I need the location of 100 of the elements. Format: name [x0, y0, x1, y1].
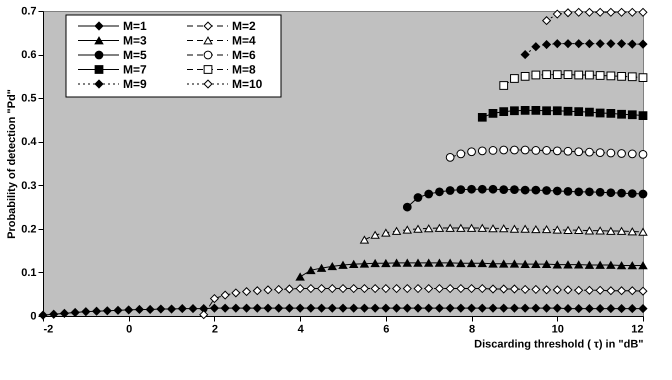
legend-label: M=5 — [123, 48, 148, 62]
point — [638, 150, 648, 159]
point — [585, 187, 594, 196]
point — [435, 258, 444, 267]
point — [638, 190, 648, 198]
point — [328, 284, 337, 293]
point — [414, 225, 422, 233]
point — [638, 286, 648, 296]
point — [628, 304, 637, 313]
point — [552, 10, 562, 18]
point — [628, 286, 637, 296]
point — [360, 236, 369, 244]
point — [510, 185, 519, 194]
point — [628, 110, 637, 120]
point — [402, 304, 412, 313]
point — [338, 284, 348, 293]
point — [606, 148, 616, 158]
point — [574, 304, 584, 313]
point — [467, 304, 476, 313]
point — [414, 284, 422, 293]
point — [552, 226, 562, 234]
point — [628, 150, 637, 158]
point — [574, 39, 584, 48]
point — [564, 70, 572, 79]
point — [370, 259, 380, 268]
point — [552, 260, 562, 268]
point — [531, 225, 540, 234]
point — [488, 304, 498, 313]
point — [596, 148, 605, 157]
point — [617, 39, 626, 48]
x-tick-label: 2 — [212, 324, 218, 336]
point — [381, 259, 390, 268]
point — [552, 39, 562, 48]
x-axis-title: Discarding threshold ( τ) in "dB" — [474, 338, 644, 350]
point — [317, 264, 326, 272]
point — [317, 304, 326, 313]
point — [338, 304, 348, 313]
point — [414, 304, 422, 313]
x-tick-label: 0 — [126, 324, 132, 336]
point — [564, 226, 572, 234]
point — [81, 307, 90, 316]
point — [424, 190, 434, 198]
point — [392, 227, 401, 235]
point — [531, 106, 540, 115]
point — [456, 224, 466, 232]
point — [552, 285, 562, 294]
point — [564, 187, 572, 196]
point — [606, 227, 616, 235]
point — [392, 258, 401, 267]
point — [274, 285, 284, 294]
point — [349, 260, 358, 268]
point — [596, 188, 605, 197]
point — [488, 184, 498, 194]
point — [306, 266, 316, 274]
point — [456, 150, 466, 158]
point — [574, 187, 584, 196]
point — [488, 284, 498, 294]
point — [638, 262, 648, 270]
point — [435, 304, 444, 313]
point — [446, 186, 455, 195]
point — [606, 8, 616, 17]
point — [617, 188, 626, 198]
point — [252, 304, 262, 313]
point — [242, 287, 251, 296]
point — [114, 306, 122, 315]
point — [542, 225, 551, 234]
point — [531, 304, 540, 313]
point — [542, 304, 551, 313]
point — [596, 39, 605, 48]
point — [585, 70, 594, 80]
point — [338, 261, 348, 269]
point — [402, 284, 412, 293]
point — [531, 146, 540, 155]
y-tick-label: 0.4 — [21, 136, 38, 148]
point — [231, 288, 240, 298]
point — [638, 304, 648, 313]
y-tick-label: 0.2 — [21, 223, 36, 236]
point — [264, 304, 272, 313]
point — [178, 304, 187, 313]
point — [135, 305, 144, 314]
point — [585, 261, 594, 269]
point — [574, 107, 584, 116]
point — [606, 261, 616, 269]
point — [596, 226, 605, 234]
point — [628, 40, 637, 48]
point — [446, 284, 455, 293]
point — [349, 304, 358, 313]
point — [370, 304, 380, 313]
point — [585, 286, 594, 295]
point — [520, 260, 530, 268]
point — [360, 304, 369, 313]
legend-label: M=6 — [232, 48, 256, 62]
point — [467, 184, 476, 194]
point — [585, 148, 594, 157]
point — [146, 305, 155, 314]
point — [478, 284, 487, 293]
point — [392, 284, 401, 293]
point — [220, 304, 230, 313]
point — [606, 72, 616, 80]
point — [220, 290, 230, 300]
